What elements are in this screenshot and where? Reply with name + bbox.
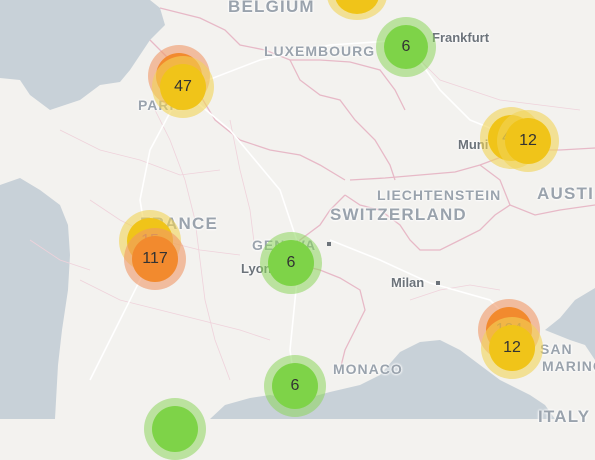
cluster-marker-frankfurt[interactable]: 6	[376, 17, 436, 77]
cluster-count: 6	[268, 240, 314, 286]
cluster-count: 6	[384, 25, 428, 69]
cluster-marker-paris[interactable]: 47	[152, 56, 214, 118]
country-label-italy: ITALY	[538, 407, 591, 426]
cluster-marker-munich[interactable]: 12	[497, 110, 559, 172]
country-label-belgium: BELGIUM	[228, 0, 315, 16]
cluster-marker-lyon[interactable]: 6	[260, 232, 322, 294]
cluster-count: 12	[489, 325, 535, 371]
city-label-frankfurt: Frankfurt	[432, 30, 490, 45]
country-label-liechtenstein: LIECHTENSTEIN	[377, 187, 502, 203]
cluster-marker-bottom[interactable]	[144, 398, 206, 460]
cluster-count: 6	[272, 363, 318, 409]
cluster-count: 117	[132, 236, 178, 282]
cluster-marker-marseille[interactable]: 6	[264, 355, 326, 417]
country-label-switzerland: SWITZERLAND	[330, 205, 467, 224]
cluster-marker-italy[interactable]: 12	[481, 317, 543, 379]
cluster-marker-belgium[interactable]	[327, 0, 387, 20]
city-label-milan: Milan	[391, 275, 425, 290]
country-label-marino: MARINO	[542, 358, 595, 374]
country-label-monaco: MONACO	[333, 361, 403, 377]
country-label-luxembourg: LUXEMBOURG	[264, 43, 376, 59]
bay-of-biscay-water	[0, 178, 70, 419]
english-channel-water	[0, 0, 165, 110]
geneva-dot-icon	[327, 242, 331, 246]
country-label-austria: AUSTI	[537, 184, 594, 203]
cluster-count: 47	[160, 64, 206, 110]
country-label-san: SAN	[540, 341, 573, 357]
cluster-marker-france[interactable]: 117	[124, 228, 186, 290]
adriatic-water	[545, 288, 595, 360]
mediterranean-water	[210, 340, 555, 419]
cluster-count: 12	[505, 118, 551, 164]
milan-dot-icon	[436, 281, 440, 285]
